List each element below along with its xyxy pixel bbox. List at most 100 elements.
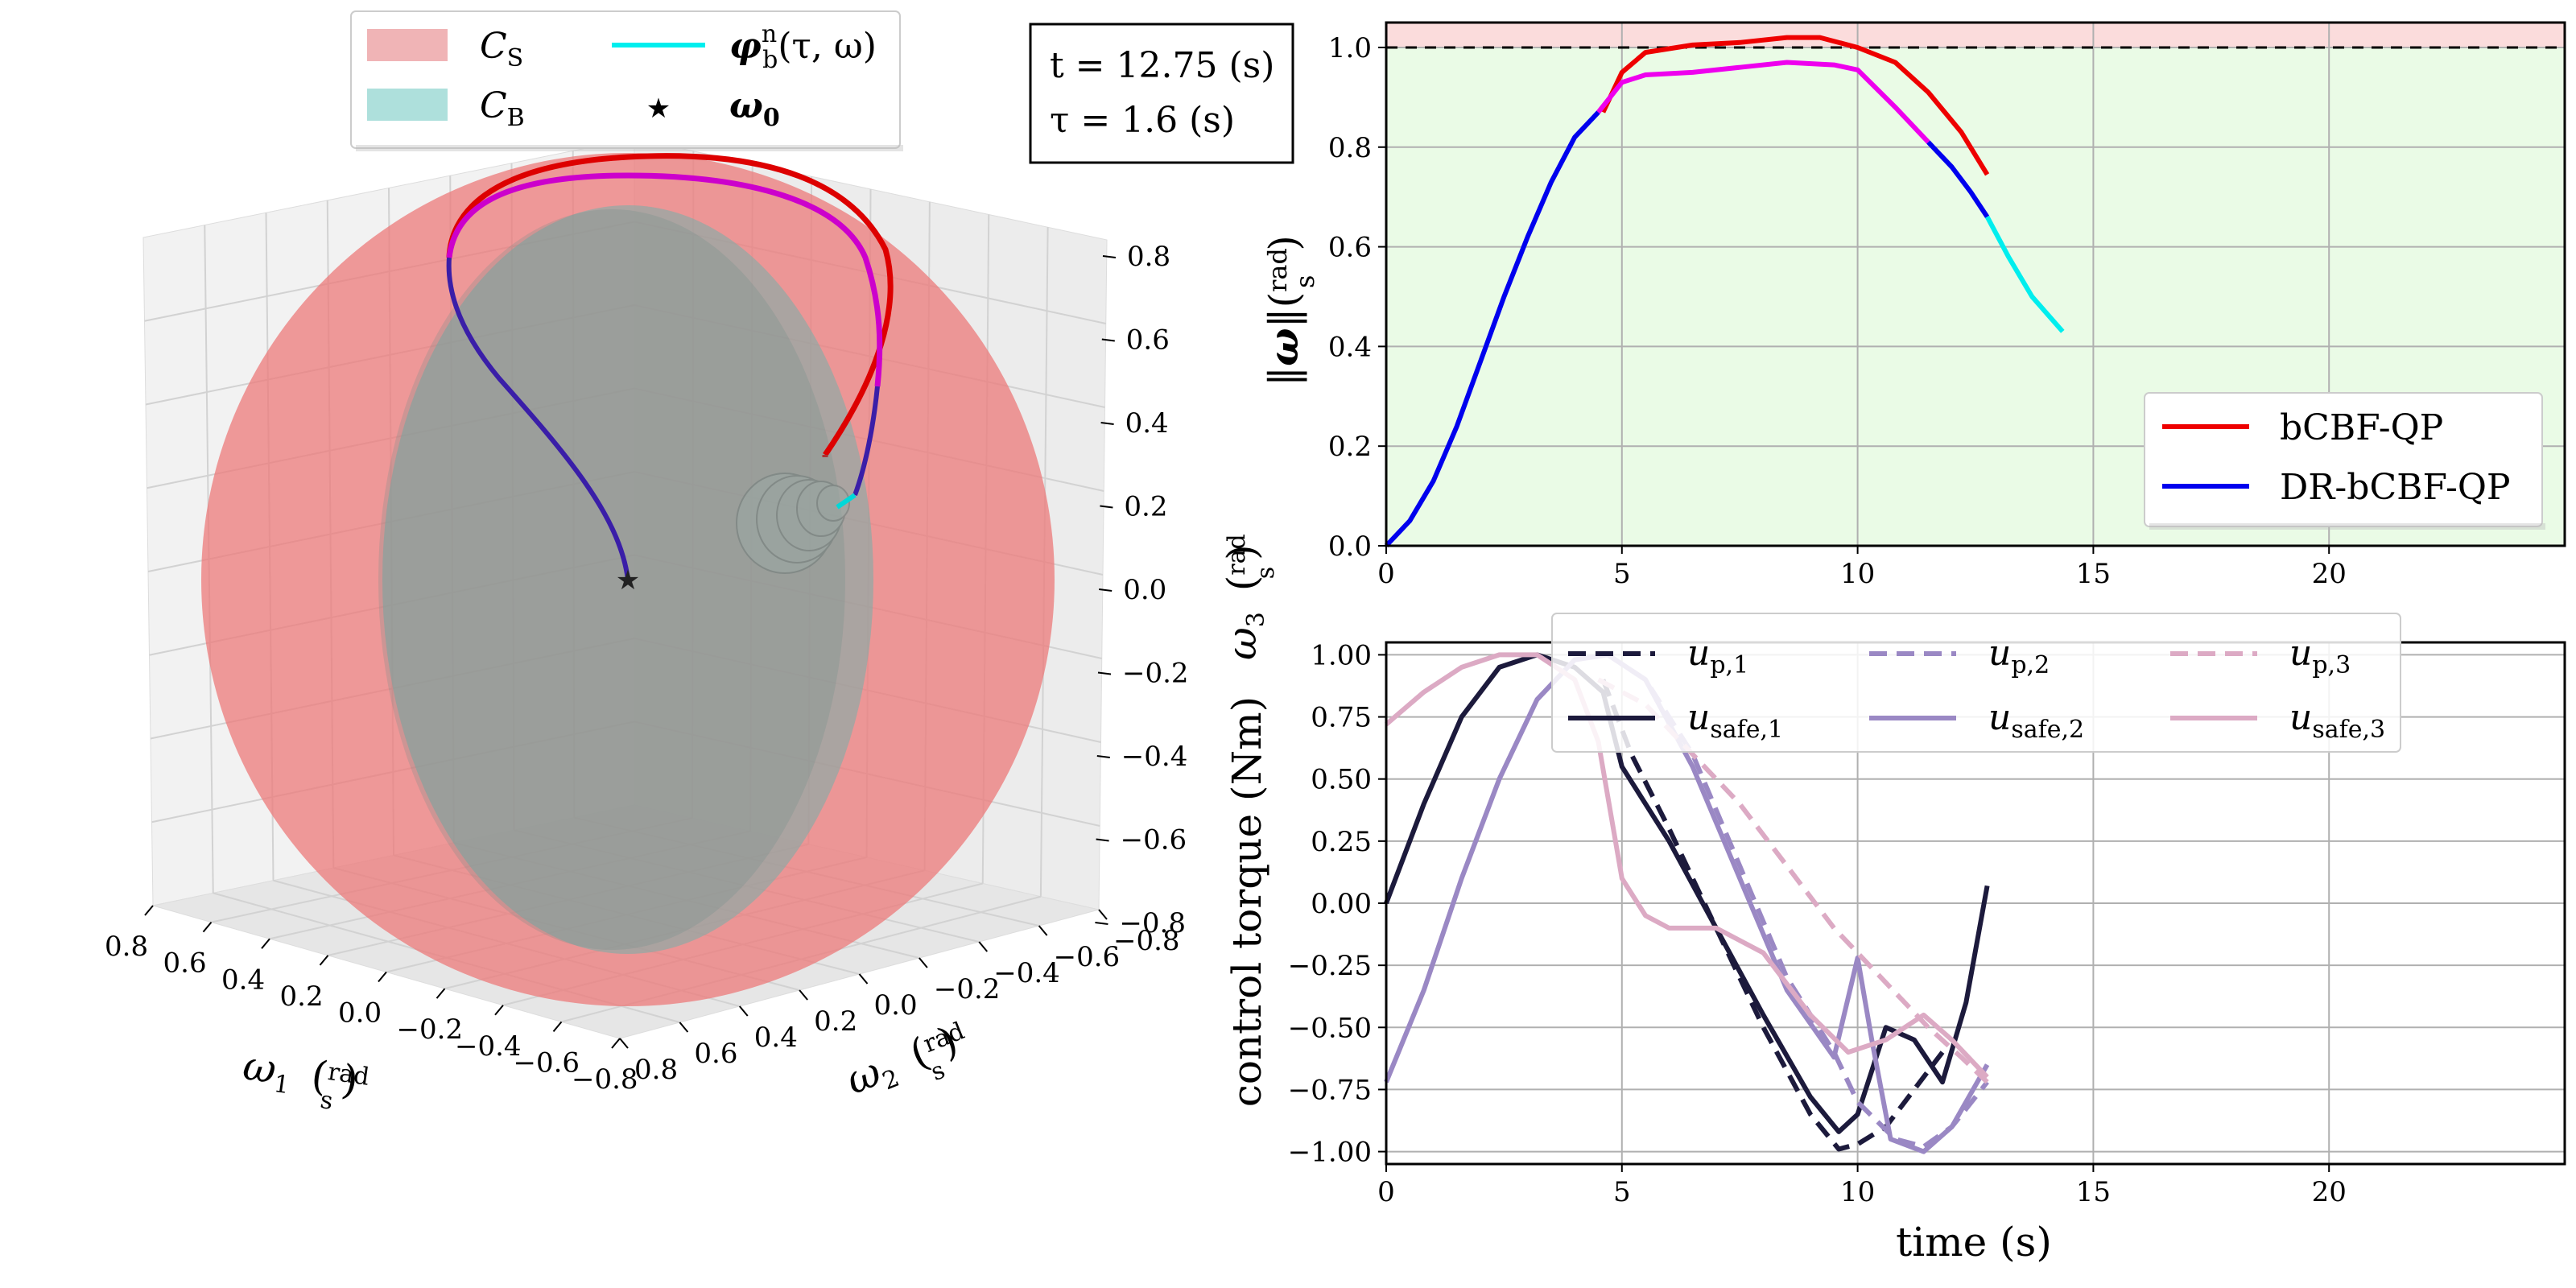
torque-ticks: 0 5 10 15 20 1.00 0.75 0.50 0.25 0.00 −0.25 −0.50 −0… [1288, 639, 2347, 1208]
legend-3d: CS CB φn b(τ, ω) ★ ω0 [350, 10, 903, 151]
y-tick-label: −0.2 [934, 973, 1001, 1005]
y-tick-mark [799, 989, 808, 1001]
y-tick-label: 0.50 [1311, 764, 1372, 796]
norm-unsafe-band [1386, 23, 2565, 47]
legend-label-1: usafe,1 [1687, 697, 1783, 744]
tau-readout: τ = 1.6 (s) [1050, 100, 1235, 141]
z-tick-label: 0.0 [1123, 574, 1166, 606]
norm-y-label: ‖ω‖(rads) [1260, 235, 1320, 386]
x-tick-mark [378, 971, 387, 983]
y-tick-mark [858, 973, 869, 985]
x-tick-label: 15 [2076, 558, 2111, 590]
legend-bcbf-label: bCBF-QP [2280, 407, 2443, 448]
norm-series-line-2 [1596, 60, 1930, 144]
x-tick-label: 0.8 [105, 931, 148, 963]
legend-star-icon: ★ [646, 93, 671, 125]
x-tick-mark [261, 938, 270, 949]
y-tick-label: 1.00 [1311, 639, 1372, 671]
x-tick-label: 10 [1840, 558, 1875, 590]
z-tick-mark [1096, 755, 1110, 758]
x-tick-label: 20 [2312, 558, 2347, 590]
z-tick-label: −0.2 [1122, 658, 1189, 690]
torque-y-label: control torque (Nm) [1224, 696, 1270, 1107]
phi-cone [736, 473, 850, 574]
legend-phi-label: φn b(τ, ω) [729, 20, 877, 74]
y-tick-mark [978, 941, 989, 952]
torque-series-line-3 [1384, 652, 1990, 1154]
x-tick-mark [202, 921, 213, 933]
x-tick-mark [494, 1005, 504, 1016]
norm-legend: bCBF-QP DR-bCBF-QP [2144, 392, 2545, 530]
x-tick-mark [436, 988, 446, 999]
torque-series [1384, 652, 1990, 1154]
legend-frame [1551, 613, 2401, 753]
panel-torque: 0 5 10 15 20 1.00 0.75 0.50 0.25 0.00 −0.25 −0.50 −0… [1224, 613, 2566, 1265]
legend-cb-label: CB [480, 85, 525, 132]
z-tick-mark [1100, 505, 1113, 509]
z-tick-label: 0.6 [1126, 324, 1170, 357]
x-ticks: 0.8 0.6 0.4 0.2 0.0 −0.2−0.4−0.6−0.8 [105, 905, 638, 1096]
omega0-star: ★ [616, 564, 640, 597]
legend-label-3: usafe,2 [1988, 697, 2084, 744]
y-tick-label: 1.0 [1328, 32, 1372, 64]
x-tick-mark [611, 1038, 621, 1049]
torque-series-line-0 [1600, 679, 1945, 1152]
z-tick-mark [1100, 422, 1114, 425]
y-tick-label: 0.8 [1328, 132, 1372, 164]
legend-cb-patch [367, 89, 448, 121]
torque-series-line-5 [1385, 652, 1989, 1080]
legend-label-2: up,2 [1988, 633, 2050, 679]
norm-series-line-4 [1984, 215, 2065, 333]
x-tick-label: 0 [1377, 558, 1395, 590]
y-tick-label: 0.2 [814, 1005, 857, 1038]
z-tick-mark [1102, 255, 1117, 258]
traj-dr-tail [852, 386, 880, 497]
y-tick-mark [679, 1022, 689, 1033]
x-tick-label: −0.6 [514, 1046, 580, 1079]
norm-series-line-1 [1384, 110, 1600, 548]
z-tick-mark [1096, 838, 1109, 842]
x-tick-label: 0.4 [221, 964, 265, 996]
y-tick-label: 0.4 [1328, 331, 1372, 363]
x-tick-mark [144, 905, 154, 916]
x-tick-label: 5 [1613, 1176, 1631, 1208]
norm-series [1384, 35, 2065, 548]
y-axis-label: ω2 (rads) [840, 1013, 980, 1117]
norm-frame [1385, 21, 2566, 547]
panel-norm: 0 5 10 15 20 0.0 0.2 0.4 0.6 0.8 1.0 ‖ω‖(rads) bCB… [1260, 21, 2566, 590]
x-tick-label: 10 [1840, 1176, 1875, 1208]
z-ticks: 0.8 0.6 0.4 0.2 0.0 −0.2 −0.4 −0.6 −0.8 [1095, 241, 1189, 939]
z-tick-mark [1099, 588, 1113, 592]
traj-phi [836, 493, 857, 510]
y-tick-label: 0.0 [1328, 530, 1372, 563]
legend-label-0: up,1 [1687, 633, 1748, 679]
legend-cs-patch [367, 29, 448, 61]
legend-omega0-label: ω0 [729, 85, 780, 132]
z-axis-label: ω3 (rads) [1219, 534, 1280, 660]
legend-cs-label: CS [480, 26, 523, 72]
x-tick-label: −0.8 [572, 1063, 638, 1096]
y-tick-label: −0.75 [1288, 1074, 1372, 1106]
y-tick-label: 0.00 [1311, 888, 1372, 920]
y-tick-label: −0.4 [993, 957, 1060, 989]
x-axis-label: ω1 (rads) [238, 1042, 372, 1120]
y-tick-mark [619, 1038, 629, 1049]
torque-x-label: time (s) [1896, 1219, 2052, 1265]
y-tick-label: −0.50 [1288, 1012, 1372, 1044]
x-tick-label: −0.4 [455, 1030, 522, 1063]
time-readout: t = 12.75 (s) [1050, 45, 1274, 86]
x-tick-label: 20 [2312, 1176, 2347, 1208]
y-tick-label: 0.8 [634, 1054, 678, 1086]
time-info-box: t = 12.75 (s) τ = 1.6 (s) [1029, 23, 1294, 164]
y-tick-mark [1098, 909, 1108, 920]
norm-ticks: 0 5 10 15 20 0.0 0.2 0.4 0.6 0.8 1.0 [1328, 32, 2347, 590]
y-tick-label: −0.8 [1113, 925, 1180, 957]
y-tick-label: 0.75 [1311, 702, 1372, 734]
norm-series-line-3 [1926, 140, 1990, 219]
y-tick-mark [919, 957, 928, 968]
y-tick-label: 0.2 [1328, 431, 1372, 463]
traj-dr-dark [446, 257, 630, 580]
z-tick-label: −0.8 [1119, 907, 1186, 939]
y-tick-label: 0.0 [874, 989, 918, 1022]
